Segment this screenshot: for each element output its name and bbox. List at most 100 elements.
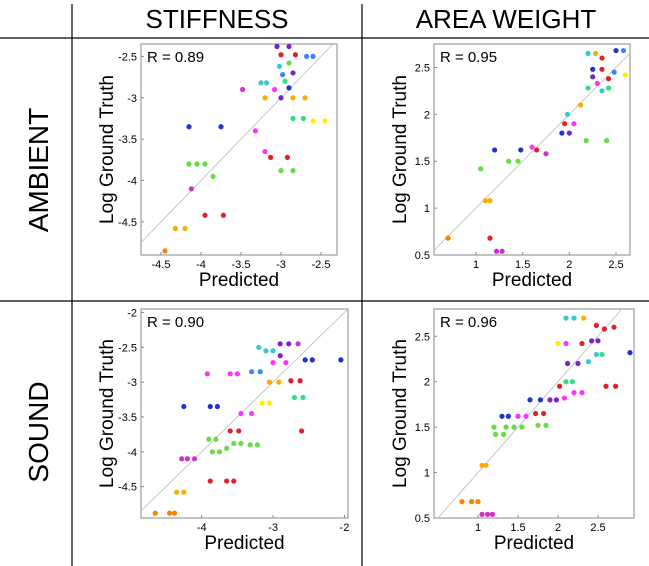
data-point bbox=[585, 85, 591, 91]
data-point bbox=[459, 499, 465, 505]
data-point bbox=[592, 50, 599, 56]
data-point bbox=[469, 499, 475, 505]
identity-line bbox=[140, 308, 349, 512]
data-point bbox=[286, 341, 292, 347]
data-point bbox=[290, 70, 296, 76]
data-point bbox=[292, 52, 298, 58]
column-header-area-weight: AREA WEIGHT bbox=[416, 4, 597, 34]
data-point bbox=[590, 74, 596, 80]
data-point bbox=[492, 147, 498, 153]
y-axis-label: Log Ground Truth bbox=[390, 339, 411, 488]
correlation-label: R = 0.90 bbox=[147, 314, 204, 331]
data-point bbox=[166, 510, 173, 516]
data-point bbox=[519, 424, 525, 430]
y-tick-label: 2 bbox=[424, 377, 430, 389]
data-point bbox=[202, 212, 208, 218]
data-point bbox=[322, 118, 328, 124]
data-point bbox=[599, 351, 605, 358]
x-tick-label: -3 bbox=[268, 522, 278, 534]
identity-line bbox=[140, 43, 334, 243]
data-point bbox=[622, 72, 628, 78]
y-tick-label: 0.5 bbox=[415, 250, 430, 262]
data-point bbox=[585, 50, 591, 56]
data-point bbox=[231, 440, 237, 447]
data-point bbox=[499, 248, 505, 254]
data-point bbox=[493, 248, 500, 254]
data-point bbox=[249, 410, 255, 417]
correlation-label: R = 0.96 bbox=[440, 314, 497, 331]
data-point bbox=[224, 478, 230, 484]
data-point bbox=[585, 359, 592, 365]
x-tick-label: 1 bbox=[475, 522, 481, 534]
y-tick-label: 2 bbox=[424, 109, 430, 121]
data-point bbox=[297, 378, 303, 384]
y-tick-label: -4 bbox=[127, 447, 137, 459]
data-point bbox=[338, 357, 344, 363]
data-point bbox=[611, 324, 617, 330]
data-point bbox=[605, 76, 612, 82]
data-point bbox=[224, 445, 230, 451]
y-axis-label: Log Ground Truth bbox=[390, 75, 411, 224]
data-point bbox=[276, 379, 282, 385]
data-point bbox=[565, 360, 571, 367]
data-point bbox=[213, 436, 219, 442]
y-tick-label: -4.5 bbox=[118, 217, 137, 229]
data-point bbox=[277, 353, 283, 359]
data-point bbox=[564, 111, 571, 117]
data-point bbox=[515, 413, 521, 419]
y-tick-label: 1.5 bbox=[415, 422, 430, 434]
data-point bbox=[611, 69, 617, 75]
data-point bbox=[204, 371, 210, 377]
data-point bbox=[605, 85, 612, 91]
data-point bbox=[505, 413, 511, 419]
y-tick-label: -3.5 bbox=[118, 412, 137, 424]
data-point bbox=[599, 66, 605, 72]
data-point bbox=[202, 161, 208, 167]
data-point bbox=[534, 147, 540, 153]
data-point bbox=[179, 456, 185, 462]
x-axis-label: Predicted bbox=[494, 533, 574, 554]
data-point bbox=[266, 379, 273, 385]
data-point bbox=[589, 338, 595, 344]
data-point bbox=[207, 403, 213, 410]
data-point bbox=[262, 95, 268, 101]
x-tick-label: 2 bbox=[555, 522, 561, 534]
plot-frame bbox=[140, 308, 349, 519]
data-point bbox=[566, 130, 572, 136]
data-point bbox=[493, 431, 499, 437]
data-point bbox=[263, 348, 269, 354]
data-point bbox=[594, 80, 600, 86]
x-tick-label: 2.5 bbox=[608, 259, 623, 271]
scatter-panel-1: 1 1.5 2 2.5 0.5 1 1.5 2 2.5 R = 0.95 Predicted Log … bbox=[390, 43, 631, 291]
data-point bbox=[227, 371, 233, 377]
x-tick-label: -2.5 bbox=[312, 259, 331, 271]
data-point bbox=[186, 124, 192, 130]
data-point bbox=[240, 86, 246, 93]
data-point bbox=[487, 235, 493, 241]
data-point bbox=[475, 499, 481, 505]
data-point bbox=[272, 86, 278, 93]
data-point bbox=[209, 449, 215, 455]
data-point bbox=[501, 431, 507, 437]
data-point bbox=[300, 394, 306, 401]
y-tick-label: -3 bbox=[127, 93, 137, 105]
identity-line bbox=[437, 308, 623, 519]
data-point bbox=[577, 102, 584, 108]
column-header-stiffness: STIFFNESS bbox=[145, 4, 288, 34]
data-point bbox=[537, 397, 544, 403]
x-tick-label: -2 bbox=[340, 522, 350, 534]
data-point bbox=[291, 394, 298, 401]
x-tick-label: 1.5 bbox=[515, 259, 530, 271]
x-tick-label: 2 bbox=[566, 259, 572, 271]
data-point bbox=[286, 60, 292, 66]
data-point bbox=[604, 137, 610, 144]
row-label-sound: SOUND bbox=[23, 381, 54, 482]
data-point bbox=[300, 115, 306, 122]
data-point bbox=[216, 449, 223, 455]
y-tick-label: 2.5 bbox=[415, 62, 430, 74]
data-point bbox=[236, 428, 242, 434]
data-point bbox=[575, 360, 581, 367]
correlation-label: R = 0.95 bbox=[440, 49, 497, 66]
y-tick-label: -4.5 bbox=[118, 482, 137, 494]
data-point bbox=[571, 121, 577, 127]
